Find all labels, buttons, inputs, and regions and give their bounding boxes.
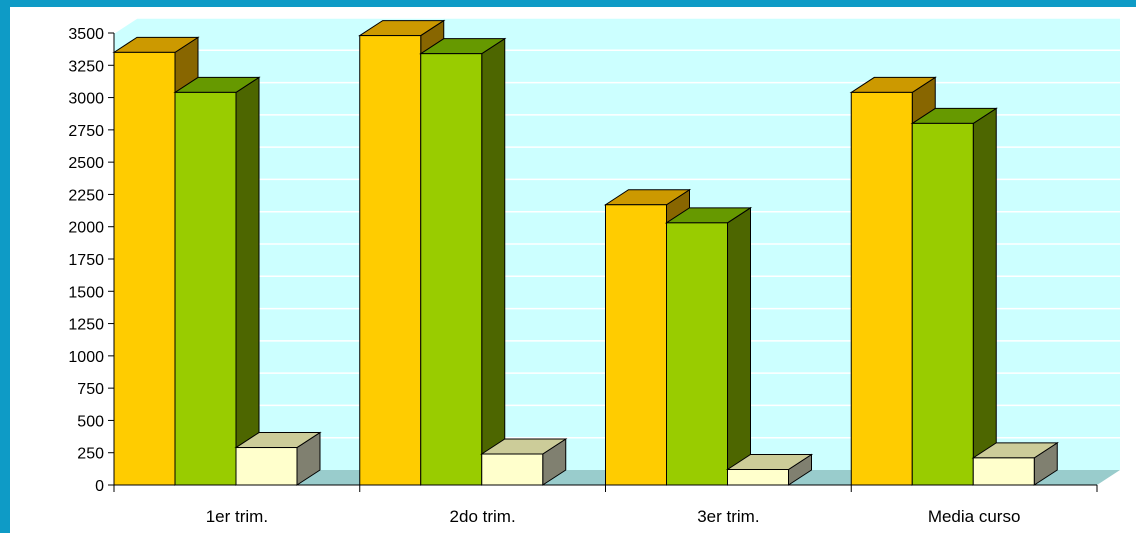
bar-front-face: [359, 35, 422, 486]
bar-front-face: [666, 222, 728, 486]
bar-front-face: [727, 469, 789, 486]
bar: [173, 76, 261, 486]
bar: [664, 206, 753, 486]
grid-line: [113, 17, 1120, 34]
bars-group: [112, 19, 1059, 486]
x-category-label: Media curso: [928, 507, 1021, 526]
y-tick-label: 2500: [68, 155, 104, 172]
bar-front-face: [481, 453, 544, 486]
y-tick-label: 250: [77, 446, 104, 463]
y-tick-label: 3250: [68, 58, 104, 75]
bar: [419, 37, 507, 486]
bar-front-face: [420, 53, 483, 486]
y-tick-label: 3000: [68, 91, 104, 108]
x-category-label: 3er trim.: [697, 507, 759, 526]
y-tick-label: 1750: [68, 252, 104, 269]
bar: [480, 438, 568, 486]
bar: [971, 441, 1059, 486]
x-category-label: 1er trim.: [206, 507, 268, 526]
y-tick-label: 750: [77, 381, 104, 398]
y-tick-label: 0: [95, 478, 104, 495]
bar-side-face: [972, 107, 997, 486]
y-tick-label: 2000: [68, 220, 104, 237]
bar-side-face: [481, 37, 506, 486]
bar: [725, 453, 814, 486]
bar-front-face: [113, 51, 176, 486]
x-category-label: 2do trim.: [450, 507, 516, 526]
y-tick-label: 500: [77, 413, 104, 430]
y-tick-label: 2750: [68, 123, 104, 140]
y-tick-labels: 0 250 500 750 1000 1250 1500 1750 2000 2250 2500 27…: [68, 26, 104, 495]
bar-front-face: [605, 204, 667, 486]
y-tick-label: 3500: [68, 26, 104, 43]
y-tick-label: 2250: [68, 187, 104, 204]
axes-group: [108, 32, 1098, 492]
bar-front-face: [235, 447, 298, 486]
x-category-labels: 1er trim. 2do trim. 3er trim. Media curso: [206, 507, 1021, 526]
y-tick-label: 1000: [68, 349, 104, 366]
bar-front-face: [972, 457, 1035, 486]
bar-side-face: [727, 206, 751, 486]
bar: [234, 431, 322, 486]
bar-front-face: [174, 91, 237, 486]
y-tick-label: 1250: [68, 317, 104, 334]
bar: [910, 107, 998, 486]
y-tick-label: 1500: [68, 284, 104, 301]
bar-side-face: [235, 76, 260, 486]
bar-front-face: [911, 122, 974, 486]
bar-front-face: [850, 91, 913, 486]
